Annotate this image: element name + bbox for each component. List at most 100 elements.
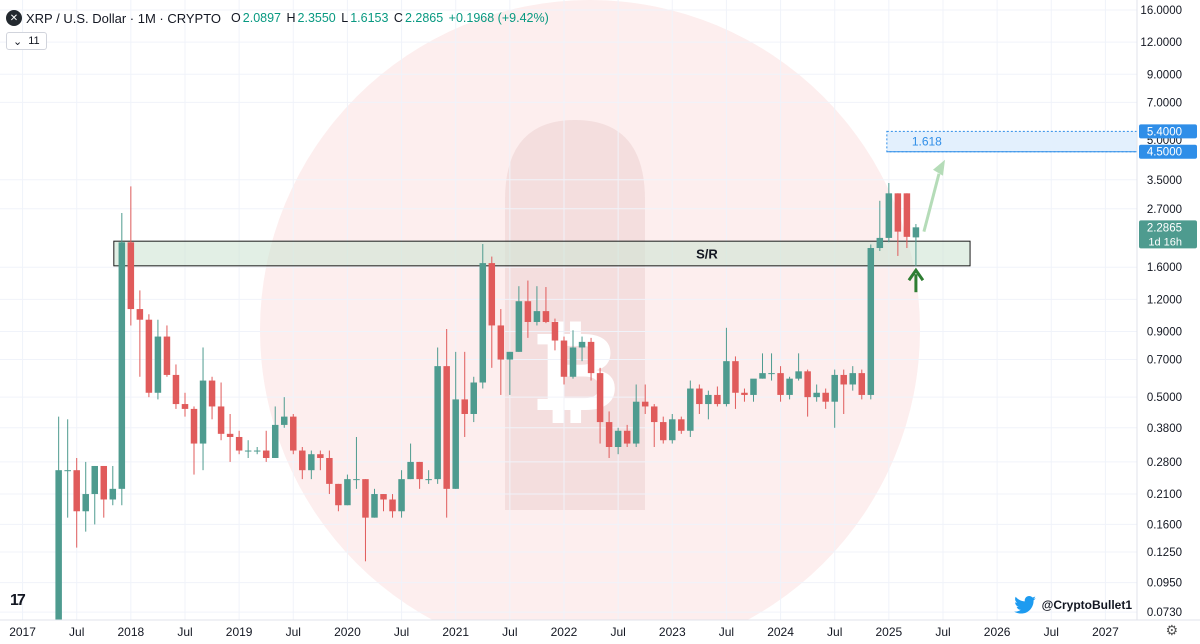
time-tick-label: 2026 (984, 625, 1011, 639)
close-label: C (393, 11, 403, 25)
chevron-down-icon: ⌄ (13, 35, 23, 48)
fib-level-label: 1.618 (912, 135, 942, 149)
time-tick-label: Jul (827, 625, 842, 639)
candle-body (768, 373, 775, 375)
candle-body (587, 341, 595, 374)
candle-body (705, 394, 712, 405)
candle-body (73, 470, 80, 512)
candle-body (208, 380, 216, 407)
twitter-icon (1013, 596, 1036, 614)
candle-body (118, 242, 126, 489)
candle-body (353, 479, 360, 481)
candle-body (145, 319, 153, 393)
candle-body (55, 470, 62, 620)
indicator-toggle[interactable]: ⌄ 11 (6, 32, 47, 50)
price-tick-label: 0.9000 (1147, 326, 1182, 338)
price-tick-label: 2.7000 (1147, 204, 1182, 216)
candle-body (867, 248, 875, 395)
tradingview-logo[interactable]: 17 (10, 592, 26, 609)
candle-body (452, 399, 459, 489)
candle-body (163, 336, 171, 375)
countdown-label: 1d 16h (1148, 236, 1182, 248)
candle-body (253, 450, 261, 452)
candle-body (669, 419, 676, 441)
drawing-zones[interactable]: S/R 1.618 (113, 130, 1138, 267)
grid-lines (0, 0, 1137, 620)
sr-zone-label: S/R (696, 247, 718, 262)
candle-body (804, 371, 811, 398)
candle-body (515, 301, 523, 352)
time-tick-label: 2021 (442, 625, 469, 639)
candle-body (371, 494, 378, 518)
candle-body (885, 193, 893, 238)
candle-body (271, 424, 279, 458)
candle-body (398, 479, 405, 512)
candle-body (136, 309, 144, 320)
candle-body (650, 406, 658, 423)
gear-icon[interactable]: ⚙ (1165, 622, 1178, 638)
price-tick-label: 0.5000 (1147, 392, 1182, 404)
candle-body (614, 430, 622, 447)
candle-body (750, 378, 757, 395)
candle-body (127, 242, 135, 310)
author-credit: @CryptoBullet1 (1013, 596, 1132, 614)
time-tick-label: 2019 (226, 625, 253, 639)
candle-body (217, 406, 225, 434)
open-value: 2.0897 (242, 11, 282, 25)
time-tick-label: Jul (935, 625, 950, 639)
price-tick-label: 12.0000 (1140, 37, 1182, 49)
price-tick-label: 1.6000 (1147, 262, 1182, 274)
time-tick-label: 2025 (875, 625, 902, 639)
price-axis[interactable]: 16.000012.00009.00007.00005.00003.50002.… (1136, 0, 1200, 644)
x-logo-icon: ✕ (6, 10, 22, 26)
time-axis-bg (0, 620, 1200, 644)
candle-body (876, 237, 884, 249)
candle-body (389, 499, 396, 512)
high-value: 2.3550 (297, 11, 336, 25)
watermark-bullet (505, 120, 645, 510)
candle-body (732, 361, 739, 393)
candle-body (795, 371, 802, 379)
candle-body (696, 388, 703, 405)
time-tick-label: 2027 (1092, 625, 1119, 639)
time-axis[interactable]: 2017 Jul 2018 Jul 2019 Jul 2020 Jul 2021 Jul 2022 J… (0, 619, 1200, 644)
candle-body (533, 311, 541, 322)
candle-body (524, 301, 532, 322)
candle-body (678, 419, 685, 431)
candle-body (416, 461, 423, 480)
close-value: 2.2865 (404, 11, 444, 25)
price-tag (1139, 144, 1197, 159)
candle-body (64, 470, 71, 472)
candle-body (569, 347, 577, 377)
candle-body (813, 392, 820, 398)
candle-body (894, 193, 902, 232)
symbol-title[interactable]: XRP / U.S. Dollar · 1M · CRYPTO (26, 10, 222, 26)
time-tick-label: 2022 (551, 625, 578, 639)
candle-body (82, 494, 89, 512)
time-tick-label: Jul (286, 625, 301, 639)
candle-body (290, 416, 297, 451)
price-tick-label: 0.0950 (1147, 578, 1182, 590)
candle-body (840, 374, 847, 385)
candle-body (786, 378, 793, 395)
price-tick-label: 0.1600 (1147, 519, 1182, 531)
candle-body (741, 392, 748, 395)
change-value: +0.1968 (+9.42%) (448, 11, 549, 25)
annotations (907, 159, 945, 293)
candle-body (434, 366, 441, 480)
candle-body (344, 479, 351, 506)
candle-body (443, 366, 450, 489)
candle-body (109, 488, 117, 500)
price-tag (1139, 124, 1197, 139)
chart-header: ✕ XRP / U.S. Dollar · 1M · CRYPTO O 2.089… (6, 8, 551, 28)
time-tick-label: Jul (69, 625, 84, 639)
projection-arrow (922, 173, 941, 233)
candle-body (777, 373, 784, 395)
price-tick-label: 0.7000 (1147, 355, 1182, 367)
candle-body (714, 394, 721, 405)
time-tick-label: 2024 (767, 625, 794, 639)
candle-body (849, 373, 856, 385)
candle-body (380, 494, 387, 500)
projection-arrowhead (932, 159, 945, 176)
